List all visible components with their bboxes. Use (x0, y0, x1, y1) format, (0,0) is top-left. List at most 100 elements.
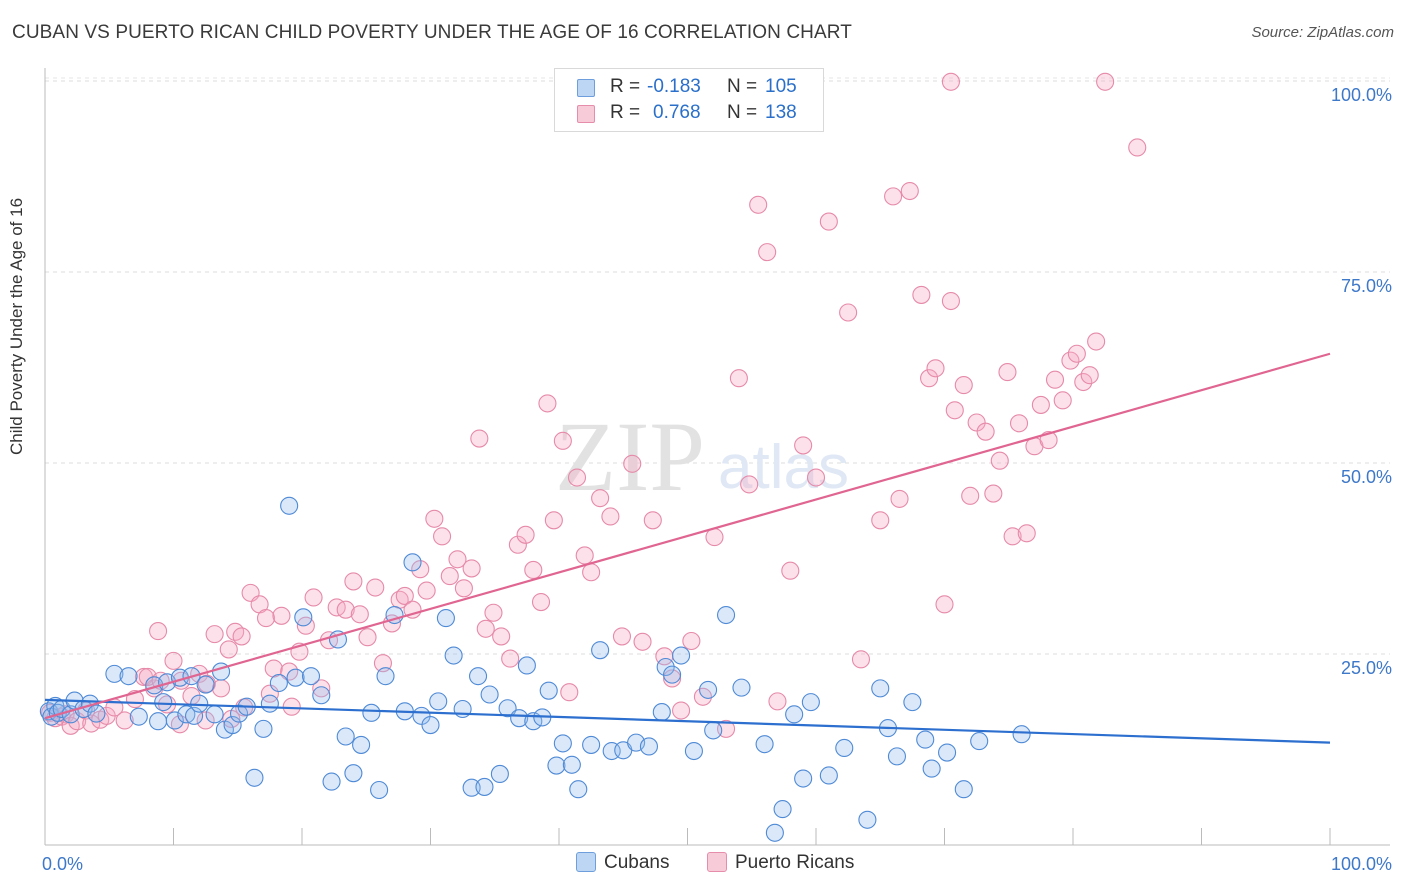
puerto-ricans-point (781, 561, 800, 580)
cubans-point (794, 769, 813, 788)
watermark-zip: ZIP (555, 401, 705, 512)
cubans-point (260, 694, 279, 713)
puerto-ricans-point (591, 489, 610, 508)
cubans-point (656, 657, 675, 677)
cubans-point (539, 681, 558, 700)
cubans-point (87, 704, 106, 723)
puerto-ricans-point (1017, 524, 1036, 543)
puerto-ricans-point (900, 181, 919, 201)
puerto-ricans-point (976, 422, 995, 441)
puerto-ricans-point (1031, 395, 1050, 414)
cubans-point (490, 764, 509, 783)
legend-r-label: R = (610, 76, 641, 97)
cubans-point (553, 734, 572, 753)
puerto-ricans-point (433, 527, 452, 546)
y-tick-label: 50.0% (1341, 467, 1392, 487)
cubans-point (916, 730, 935, 749)
puerto-ricans-point (1045, 370, 1065, 389)
cubans-point (444, 646, 463, 665)
puerto-ricans-point (476, 619, 495, 638)
legend-n-value-puerto-ricans: 138 (765, 102, 797, 123)
cubans-point (165, 711, 184, 730)
puerto-ricans-point (768, 692, 787, 711)
puerto-ricans-point (663, 669, 682, 688)
cubans-point (376, 667, 395, 686)
puerto-ricans-point (560, 683, 579, 702)
puerto-ricans-point (282, 697, 301, 716)
puerto-ricans-point (425, 509, 444, 528)
puerto-ricans-point (941, 72, 960, 91)
cubans-point (716, 605, 736, 625)
puerto-ricans-point (998, 363, 1017, 382)
puerto-ricans-point (508, 535, 527, 554)
legend-n-value-cubans: 105 (765, 76, 797, 97)
cubans-point (819, 766, 838, 785)
cubans-point (858, 810, 877, 829)
legend-r-label: R = (610, 102, 641, 123)
cubans-point (801, 693, 820, 712)
cubans-point (938, 743, 957, 762)
source-label: Source: ZipAtlas.com (1251, 24, 1394, 41)
chart-title: CUBAN VS PUERTO RICAN CHILD POVERTY UNDE… (12, 22, 852, 43)
puerto-ricans-point (1067, 344, 1086, 363)
cubans-point (154, 693, 173, 712)
cubans-point (954, 780, 973, 799)
puerto-ricans-point (553, 431, 572, 450)
puerto-ricans-point (794, 436, 813, 455)
puerto-ricans-point (336, 600, 355, 619)
cubans-point (294, 608, 313, 627)
puerto-ricans-point (1061, 351, 1080, 370)
puerto-ricans-point (819, 212, 838, 231)
puerto-ricans-point (806, 468, 826, 487)
puerto-ricans-point (758, 243, 777, 262)
cubans-point (223, 716, 242, 735)
cubans-point (269, 673, 288, 693)
cubans-point (196, 675, 215, 694)
puerto-ricans-point (366, 578, 385, 597)
cubans-point (301, 667, 321, 686)
y-tick-label: 75.0% (1341, 276, 1392, 296)
legend-r-value-cubans: -0.183 (647, 76, 701, 97)
watermark: ZIP atlas (555, 401, 849, 512)
cubans-point (336, 727, 355, 746)
cubans-point (403, 553, 422, 572)
puerto-ricans-point (492, 627, 511, 646)
legend-r-value-puerto-ricans: 0.768 (653, 102, 701, 123)
tick-labels: 25.0% 50.0% 75.0% 100.0% 0.0% 100.0% (42, 85, 1392, 874)
trend-lines (44, 352, 1331, 744)
cubans-point (922, 759, 941, 778)
cubans-point (704, 721, 723, 740)
cubans-point (652, 703, 671, 722)
puerto-ricans-point (884, 187, 903, 206)
cubans-point (517, 656, 536, 675)
cubans-point (732, 678, 751, 697)
cubans-point (684, 741, 703, 761)
puerto-ricans-point (403, 600, 422, 619)
cubans-point (429, 692, 448, 711)
puerto-ricans-point (211, 679, 231, 698)
puerto-ricans-point (749, 195, 768, 214)
puerto-ricans-point (344, 572, 363, 591)
cubans-point (480, 685, 499, 704)
cubans-point (498, 699, 517, 718)
cubans-point (286, 668, 305, 687)
x-tick-label: 0.0% (42, 854, 83, 874)
bottom-legend-puerto-ricans: Puerto Ricans (707, 852, 854, 874)
y-tick-label: 100.0% (1331, 85, 1392, 105)
puerto-ricans-point (440, 567, 459, 586)
puerto-ricans-point (538, 394, 557, 413)
puerto-ricans-point (395, 586, 414, 605)
cubans-points (39, 496, 1031, 842)
puerto-ricans-point (312, 679, 331, 698)
puerto-ricans-point (920, 369, 939, 388)
puerto-ricans-point (544, 511, 563, 530)
puerto-ricans-point (633, 632, 652, 651)
puerto-ricans-point (448, 550, 467, 569)
puerto-ricans-point (205, 625, 224, 644)
cubans-point (663, 665, 682, 684)
cubans-point (119, 667, 138, 686)
cubans-point (699, 680, 718, 699)
bottom-legend-swatch-cubans (576, 852, 596, 872)
bottom-legend-cubans: Cubans (576, 852, 670, 874)
